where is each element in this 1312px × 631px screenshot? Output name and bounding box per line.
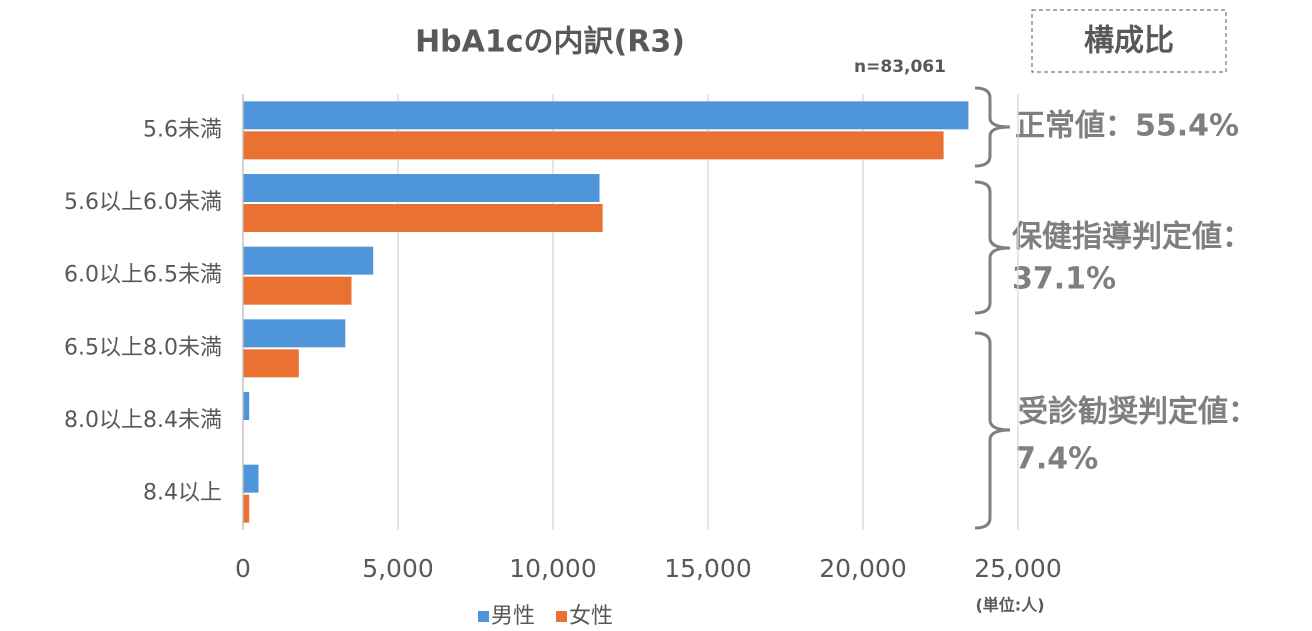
x-tick-label: 0 [235,554,251,583]
bar [243,464,259,493]
y-tick-label: 6.5以上8.0未満 [64,335,222,360]
annotation: 7.4% [1015,442,1098,477]
sample-size: n=83,061 [854,57,946,77]
bar [243,101,969,130]
legend-swatch [556,611,567,622]
bar [243,131,944,160]
x-tick-label: 25,000 [974,554,1061,583]
y-tick-label: 5.6未満 [143,117,222,142]
bar [243,494,250,523]
bar [243,276,352,305]
bracket [974,86,1011,168]
annotation: 37.1% [1012,262,1116,297]
bar [243,349,299,378]
unit-label: (単位:人) [975,596,1044,615]
x-tick-label: 10,000 [509,554,596,583]
x-tick-label: 5,000 [362,554,434,583]
box-label: 構成比 [1084,24,1174,59]
bracket [974,180,1011,315]
chart-title: HbA1cの内訳(R3) [415,25,685,60]
bar [243,174,600,202]
bar [243,246,374,275]
annotation: 受診勧奨判定値： [1018,395,1258,430]
y-tick-label: 8.0以上8.4未満 [64,408,222,433]
bracket [974,331,1011,530]
bar [243,319,346,348]
x-tick-label: 20,000 [819,554,906,583]
annotation: 正常値：55.4% [1015,109,1239,144]
x-tick-label: 15,000 [664,554,751,583]
brackets [974,86,1011,530]
legend-label: 女性 [569,604,613,629]
y-tick-label: 5.6以上6.0未満 [64,190,222,215]
legend-label: 男性 [491,604,535,629]
bar [243,392,250,420]
bar [243,204,603,232]
legend-swatch [478,611,489,622]
annotation: 保健指導判定値： [1012,220,1252,255]
box [1031,9,1227,73]
y-tick-label: 6.0以上6.5未満 [64,263,222,288]
y-tick-label: 8.4以上 [143,481,222,506]
